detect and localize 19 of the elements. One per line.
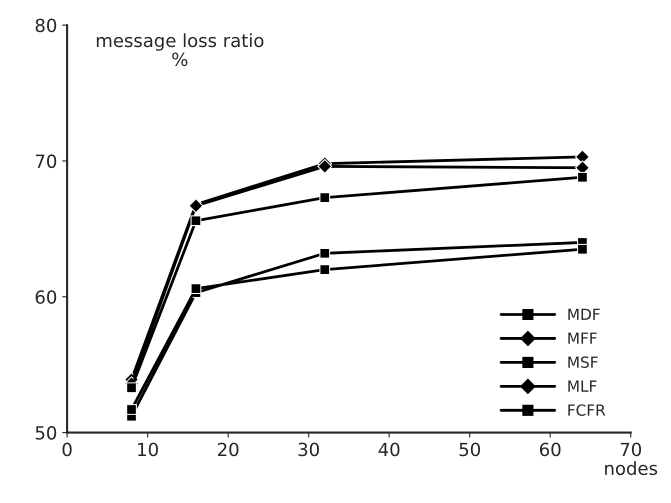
y-tick-label: 50	[36, 426, 56, 440]
legend-label: MSF	[568, 356, 598, 368]
x-tick-label: 10	[138, 442, 158, 456]
x-tick-label: 0	[62, 442, 72, 456]
x-tick-label: 30	[298, 442, 319, 456]
legend-label: MFF	[568, 332, 597, 344]
x-axis-title: nodes	[605, 461, 658, 476]
y-tick-label: 80	[36, 18, 56, 32]
x-tick-label: 70	[620, 442, 642, 456]
y-tick-label: 60	[36, 290, 56, 304]
legend-label: FCFR	[568, 404, 606, 416]
x-tick-label: 60	[540, 442, 561, 456]
legend-label: MDF	[568, 308, 600, 320]
legend-label: MLF	[568, 380, 596, 392]
y-tick-label: 70	[36, 154, 56, 168]
x-tick-label: 20	[218, 442, 238, 456]
x-tick-label: 40	[378, 442, 400, 456]
x-tick-label: 50	[460, 442, 480, 456]
y-axis-title: message loss ratio %	[96, 33, 264, 66]
